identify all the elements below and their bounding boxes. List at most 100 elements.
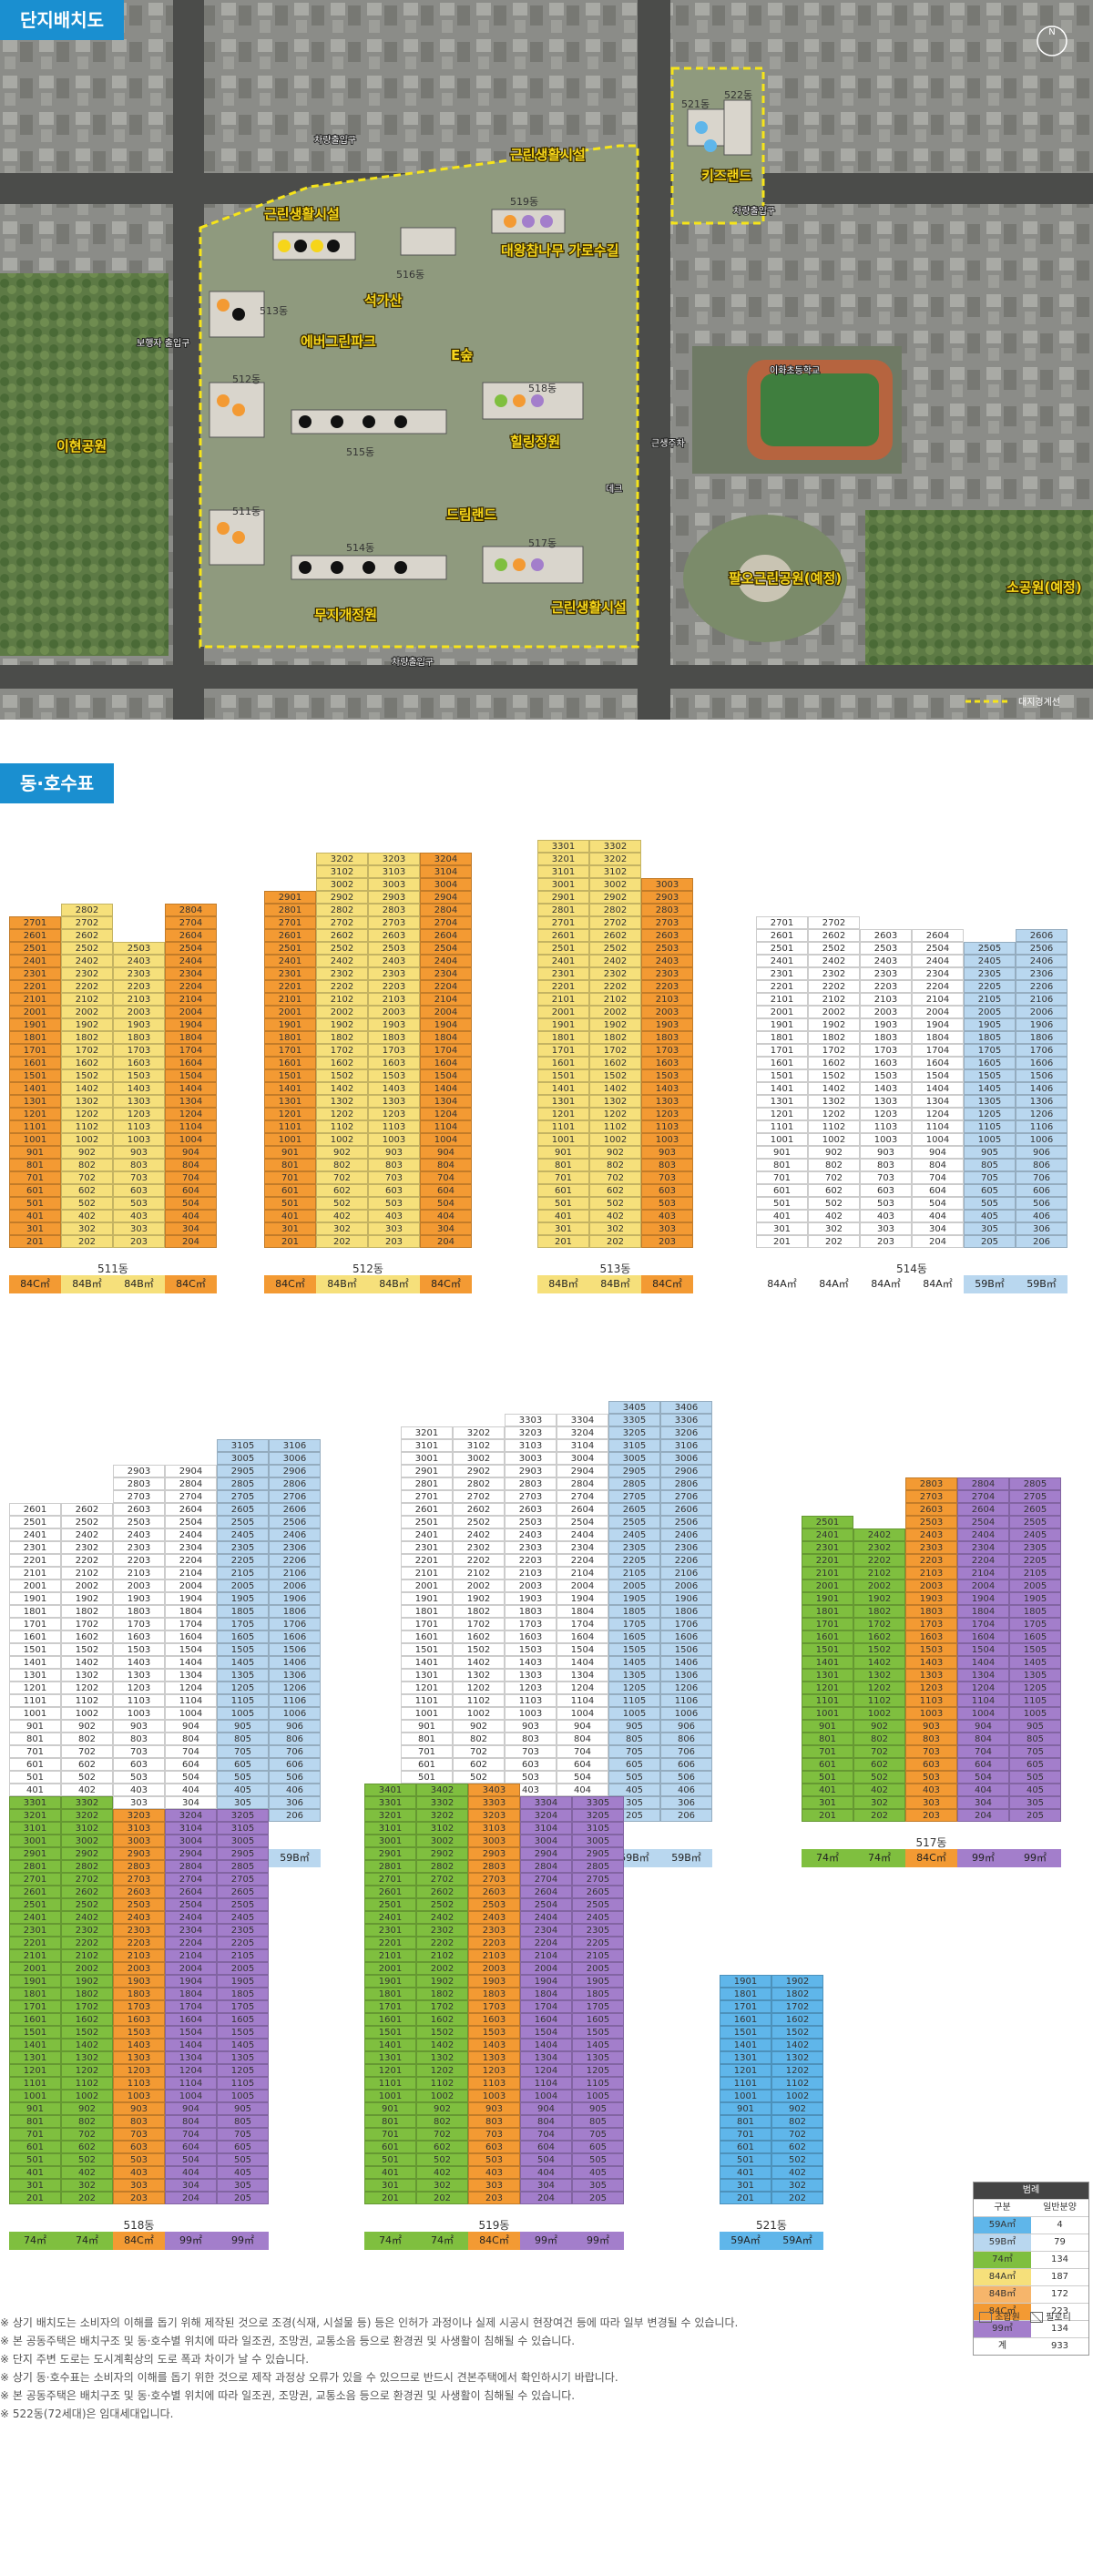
unit-cell: 2404 <box>957 1528 1009 1541</box>
unit-cell: 1502 <box>853 1643 905 1656</box>
legend-header-type: 구분 <box>994 2203 1011 2213</box>
unit-cell: 2403 <box>468 1911 520 1924</box>
unit-cell: 1802 <box>853 1605 905 1618</box>
unit-cell: 2905 <box>572 1847 624 1860</box>
unit-cell: 1704 <box>165 1044 217 1057</box>
unit-cell: 901 <box>9 1720 61 1733</box>
unit-cell: 1303 <box>468 2051 520 2064</box>
unit-cell: 1104 <box>420 1120 472 1133</box>
unit-cell: 3305 <box>608 1414 660 1426</box>
unit-cell: 1004 <box>912 1133 964 1146</box>
unit-cell: 905 <box>572 2102 624 2115</box>
unit-cell: 2201 <box>802 1554 853 1567</box>
unit-cell: 602 <box>808 1184 860 1197</box>
unit-cell: 3001 <box>364 1835 416 1847</box>
unit-cell: 1606 <box>660 1630 712 1643</box>
label-sun: 무지개정원 <box>314 607 377 623</box>
unit-cell: 301 <box>9 2179 61 2192</box>
unit-cell: 402 <box>853 1784 905 1796</box>
unit-cell: 2604 <box>165 1503 217 1516</box>
unit-cell: 2005 <box>608 1579 660 1592</box>
north-label: N <box>1048 27 1055 37</box>
building-name: 512동 <box>352 1262 383 1275</box>
unit-cell: 1604 <box>557 1630 608 1643</box>
unit-cell: 2303 <box>505 1541 557 1554</box>
unit-cell: 303 <box>641 1222 693 1235</box>
unit-cell: 1203 <box>113 2064 165 2077</box>
unit-cell: 1701 <box>9 1618 61 1630</box>
unit-cell: 1902 <box>853 1592 905 1605</box>
unit-cell: 1802 <box>61 1988 113 2000</box>
unit-cell: 1701 <box>364 2000 416 2013</box>
unit-cell: 2802 <box>316 904 368 916</box>
unit-cell: 1806 <box>269 1605 321 1618</box>
unit-cell: 1903 <box>905 1592 957 1605</box>
unit-cell: 602 <box>453 1758 505 1771</box>
unit-cell: 2303 <box>860 967 912 980</box>
unit-cell: 502 <box>808 1197 860 1210</box>
unit-cell: 2306 <box>1016 967 1067 980</box>
unit-cell: 2105 <box>217 1949 269 1962</box>
unit-cell: 1604 <box>957 1630 1009 1643</box>
unit-cell: 3102 <box>61 1822 113 1835</box>
unit-cell: 1503 <box>113 1643 165 1656</box>
unit-cell: 1406 <box>1016 1082 1067 1095</box>
member-mark-label: 조합원 <box>995 2313 1020 2323</box>
unit-cell: 1202 <box>61 1682 113 1694</box>
unit-cell: 2405 <box>572 1911 624 1924</box>
unit-markers <box>217 121 717 574</box>
unit-cell: 2701 <box>264 916 316 929</box>
unit-cell: 2406 <box>1016 955 1067 967</box>
unit-cell: 2502 <box>453 1516 505 1528</box>
unit-cell: 2001 <box>9 1962 61 1975</box>
unit-cell: 1401 <box>802 1656 853 1669</box>
unit-cell: 2906 <box>660 1465 712 1477</box>
unit-cell: 602 <box>316 1184 368 1197</box>
unit-cell: 1401 <box>264 1082 316 1095</box>
unit-cell: 2204 <box>557 1554 608 1567</box>
unit-cell: 1703 <box>113 2000 165 2013</box>
unit-cell: 1801 <box>9 1031 61 1044</box>
unit-cell: 501 <box>9 1197 61 1210</box>
unit-cell: 1701 <box>756 1044 808 1057</box>
unit-cell: 704 <box>165 1171 217 1184</box>
unit-cell: 901 <box>9 1146 61 1159</box>
unit-cell: 301 <box>537 1222 589 1235</box>
tag-517: 517동 <box>528 537 557 549</box>
unit-cell: 1803 <box>113 1031 165 1044</box>
legend-type: 59B㎡ <box>974 2234 1031 2251</box>
unit-cell: 302 <box>416 2179 468 2192</box>
tag-521: 521동 <box>681 98 710 110</box>
label-park-west: 이현공원 <box>56 438 107 455</box>
unit-cell: 2801 <box>537 904 589 916</box>
unit-cell: 1102 <box>808 1120 860 1133</box>
unit-cell: 2704 <box>165 916 217 929</box>
unit-cell: 2204 <box>165 1554 217 1567</box>
unit-cell: 1402 <box>61 1656 113 1669</box>
unit-cell: 2201 <box>537 980 589 993</box>
unit-cell: 3206 <box>660 1426 712 1439</box>
unit-cell: 2501 <box>364 1898 416 1911</box>
unit-cell: 2203 <box>905 1554 957 1567</box>
unit-cell: 503 <box>860 1197 912 1210</box>
unit-cell: 601 <box>264 1184 316 1197</box>
unit-cell: 1704 <box>957 1618 1009 1630</box>
unit-cell: 2905 <box>608 1465 660 1477</box>
unit-cell: 304 <box>165 2179 217 2192</box>
unit-cell: 1904 <box>957 1592 1009 1605</box>
unit-cell: 1803 <box>641 1031 693 1044</box>
unit-cell: 2105 <box>964 993 1016 1006</box>
unit-cell: 3104 <box>520 1822 572 1835</box>
legend-count: 172 <box>1050 2289 1069 2299</box>
unit-cell: 1201 <box>401 1682 453 1694</box>
unit-cell: 704 <box>165 1745 217 1758</box>
unit-cell: 2303 <box>641 967 693 980</box>
site-plan-image: 이현공원 소공원(예정) 팔오근린공원(예정) 이화초등학교 키즈랜드 근린생활… <box>0 0 1093 720</box>
legend-type: 계 <box>974 2338 1031 2355</box>
unit-cell: 301 <box>720 2179 771 2192</box>
unit-cell: 3204 <box>420 853 472 865</box>
unit-cell: 2305 <box>608 1541 660 1554</box>
unit-cell: 1504 <box>912 1069 964 1082</box>
unit-cell: 2002 <box>853 1579 905 1592</box>
unit-cell: 903 <box>113 1720 165 1733</box>
